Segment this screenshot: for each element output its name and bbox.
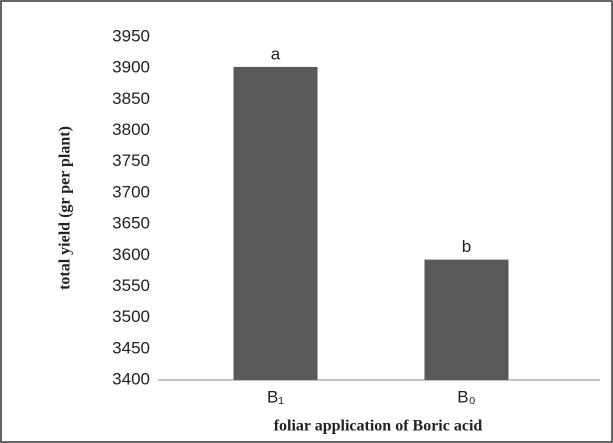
bar	[233, 66, 318, 381]
x-tick-label: B₀	[457, 387, 475, 406]
y-tick-label: 3800	[112, 120, 150, 139]
x-tick-label: B₁	[267, 387, 284, 406]
y-tick-label: 3600	[112, 245, 150, 264]
bar-annotation: b	[462, 237, 471, 256]
bar-annotation: a	[271, 44, 281, 63]
y-tick-label: 3550	[112, 276, 150, 295]
y-tick-label: 3700	[112, 182, 150, 201]
y-tick-label: 3450	[112, 338, 150, 357]
y-tick-label: 3900	[112, 58, 150, 77]
y-axis-label: total yield (gr per plant)	[57, 126, 74, 290]
y-tick-label: 3400	[112, 369, 150, 388]
y-tick-label: 3650	[112, 214, 150, 233]
y-tick-label: 3950	[112, 26, 150, 45]
x-axis-label: foliar application of Boric acid	[274, 418, 483, 435]
y-tick-label: 3750	[112, 151, 150, 170]
y-tick-label: 3500	[112, 307, 150, 326]
y-tick-label: 3850	[112, 89, 150, 108]
bar	[424, 259, 509, 380]
